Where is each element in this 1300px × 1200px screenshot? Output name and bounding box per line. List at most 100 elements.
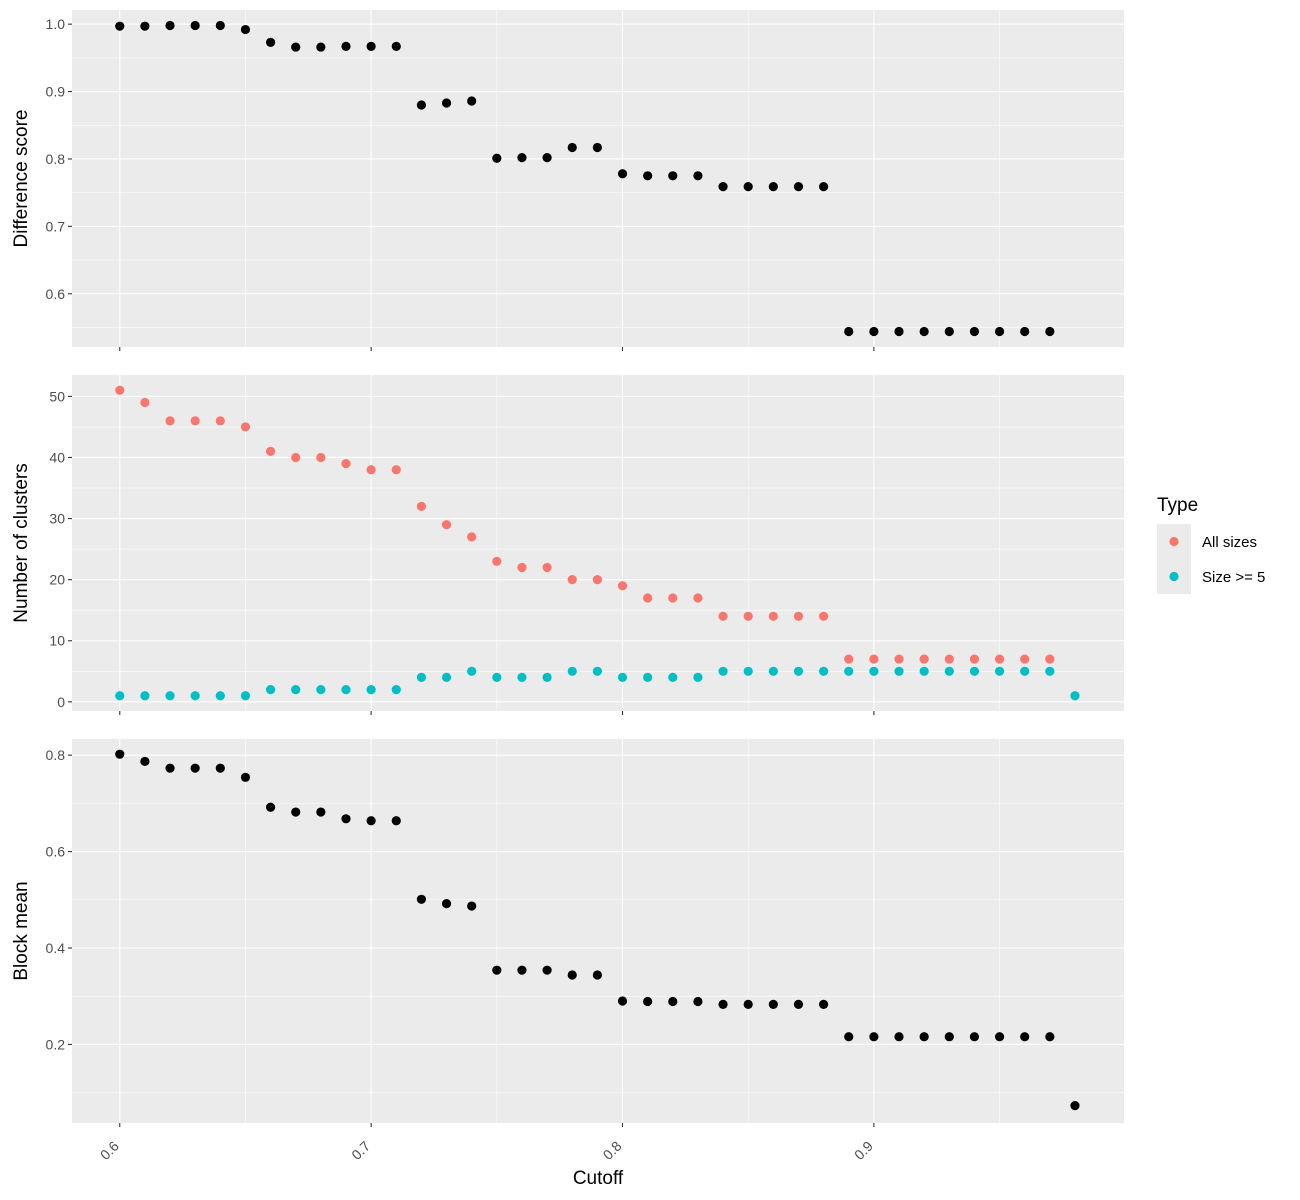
data-point — [341, 458, 351, 469]
data-point — [668, 672, 678, 683]
data-point — [492, 965, 502, 975]
data-point — [341, 41, 351, 51]
y-tick-label: 1.0 — [46, 16, 66, 32]
data-point — [391, 465, 401, 475]
data-point — [165, 416, 175, 426]
data-point — [894, 666, 904, 676]
data-point — [416, 672, 427, 683]
legend-label: Size >= 5 — [1202, 569, 1265, 586]
data-point — [768, 611, 778, 621]
data-point — [617, 672, 628, 683]
data-point — [215, 20, 225, 31]
data-point — [240, 24, 251, 35]
data-point — [441, 98, 452, 108]
data-point — [743, 999, 753, 1010]
data-point — [366, 816, 376, 826]
panel-background — [72, 375, 1124, 711]
y-axis-title: Block mean — [11, 881, 32, 980]
data-point — [693, 672, 703, 683]
data-point — [994, 666, 1005, 676]
data-point — [240, 691, 251, 701]
data-point — [643, 996, 653, 1007]
y-tick-label: 0.6 — [46, 286, 66, 302]
data-point — [743, 611, 753, 621]
series-points — [115, 20, 1055, 337]
data-point — [1020, 1032, 1030, 1042]
data-point — [768, 999, 778, 1010]
data-point — [316, 452, 326, 463]
data-point — [190, 763, 200, 773]
data-point — [718, 666, 728, 676]
data-point — [894, 1032, 904, 1042]
legend-key-point — [1169, 536, 1179, 547]
data-point — [617, 581, 628, 591]
data-point — [467, 96, 477, 106]
legend: Type All sizes Size >= 5 — [1157, 495, 1265, 594]
data-point — [844, 666, 854, 676]
data-point — [969, 326, 980, 337]
data-point — [768, 666, 778, 676]
data-point — [944, 654, 954, 664]
y-tick-label: 20 — [49, 572, 65, 588]
data-point — [668, 171, 678, 181]
data-point — [190, 691, 200, 701]
data-point — [793, 611, 804, 621]
panel-background — [72, 739, 1124, 1123]
legend-title: Type — [1157, 495, 1198, 516]
data-point — [467, 666, 477, 676]
data-point — [441, 520, 452, 530]
data-point — [140, 21, 150, 31]
data-point — [391, 41, 401, 51]
data-point — [844, 1032, 854, 1042]
data-point — [467, 901, 477, 911]
data-point — [819, 181, 829, 192]
data-point — [115, 749, 125, 759]
data-point — [1020, 654, 1030, 664]
data-point — [492, 556, 502, 566]
data-point — [567, 970, 577, 980]
data-point — [919, 654, 929, 664]
y-axis-title: Difference score — [11, 110, 32, 248]
data-point — [793, 666, 804, 676]
y-tick-label: 50 — [49, 388, 65, 404]
data-point — [165, 20, 175, 31]
data-point — [190, 416, 200, 426]
data-point — [643, 672, 653, 683]
data-point — [643, 171, 653, 181]
data-point — [265, 446, 276, 456]
data-point — [291, 452, 301, 463]
data-point — [567, 575, 577, 585]
data-point — [391, 685, 401, 695]
y-tick-label: 0.8 — [46, 747, 66, 763]
data-point — [944, 666, 954, 676]
x-axis-title: Cutoff — [573, 1168, 624, 1189]
data-point — [1020, 326, 1030, 337]
y-tick-label: 0.4 — [46, 940, 66, 956]
data-point — [693, 171, 703, 181]
data-point — [291, 685, 301, 695]
data-point — [215, 691, 225, 701]
data-point — [542, 153, 552, 163]
data-point — [668, 593, 678, 603]
data-point — [844, 654, 854, 664]
data-point — [994, 654, 1005, 664]
data-point — [467, 532, 477, 542]
data-point — [969, 666, 980, 676]
data-point — [341, 685, 351, 695]
data-point — [140, 691, 150, 701]
data-point — [517, 965, 527, 975]
data-point — [265, 802, 276, 812]
y-tick-label: 0.9 — [46, 84, 66, 100]
panel-bottom: 0.2 0.4 0.6 0.8 0.6 0.7 0.8 0.9 Block mean Cutoff — [11, 739, 1124, 1189]
data-point — [542, 562, 552, 573]
data-point — [316, 807, 326, 817]
data-point — [1045, 666, 1055, 676]
data-point — [919, 326, 929, 337]
data-point — [416, 100, 427, 110]
data-point — [416, 894, 427, 904]
data-point — [115, 691, 125, 701]
data-point — [693, 593, 703, 603]
data-point — [617, 996, 628, 1006]
data-point — [567, 666, 577, 676]
y-tick-label: 40 — [49, 449, 65, 465]
